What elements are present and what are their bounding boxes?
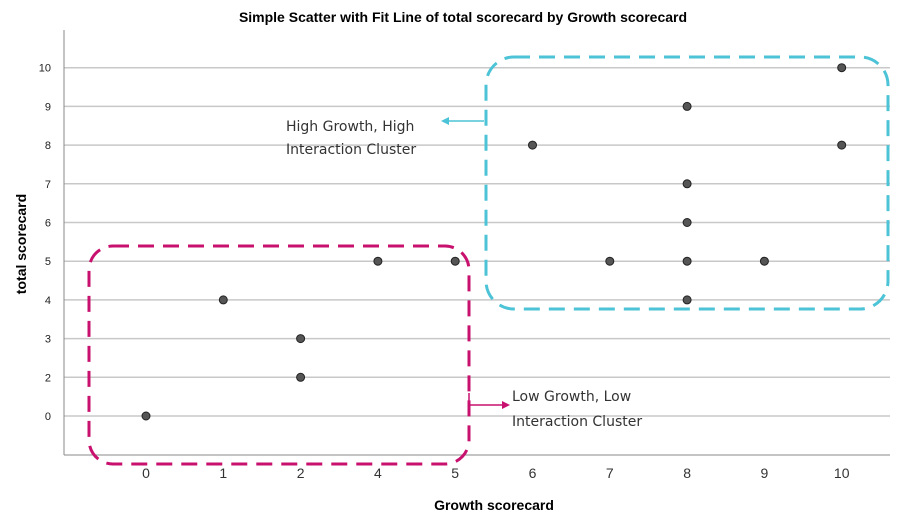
grid-lines	[64, 66, 890, 417]
high-cluster-label-line2: Interaction Cluster	[286, 142, 416, 158]
x-tick-label: 9	[761, 465, 769, 481]
data-point	[682, 256, 692, 266]
data-point	[759, 256, 769, 266]
y-tick-label: 6	[45, 218, 51, 230]
data-point	[141, 411, 151, 421]
high-cluster-box	[484, 55, 890, 311]
data-point	[296, 334, 306, 344]
y-tick-label: 2	[45, 372, 51, 384]
data-point	[682, 218, 692, 227]
x-tick-label: 10	[834, 465, 850, 481]
high-cluster-label-line1: High Growth, High	[286, 119, 414, 135]
data-point	[605, 256, 615, 266]
x-tick-label: 6	[529, 465, 537, 481]
low-cluster-arrow-head	[502, 401, 510, 409]
data-point	[682, 295, 692, 305]
x-tick-labels: 0 1 2 4 5 6 7 8 9 10	[142, 465, 850, 481]
data-point	[837, 63, 847, 73]
y-tick-label: 10	[39, 63, 51, 75]
data-point	[682, 101, 692, 111]
y-tick-label: 9	[45, 101, 51, 113]
data-point	[682, 179, 692, 189]
y-tick-label: 4	[45, 295, 51, 307]
x-tick-label: 4	[374, 465, 382, 481]
data-point	[528, 140, 537, 150]
x-tick-label: 8	[683, 465, 691, 481]
low-cluster-label-line2: Interaction Cluster	[512, 414, 642, 430]
data-points	[141, 63, 847, 421]
data-point	[296, 372, 306, 382]
x-tick-label: 0	[142, 465, 150, 481]
low-cluster-box	[87, 244, 471, 466]
x-tick-label: 2	[297, 465, 305, 481]
y-tick-label: 7	[45, 179, 51, 191]
x-axis-title: Growth scorecard	[434, 497, 554, 513]
y-tick-labels: 0 2 3 4 5 6 7 8 9 10	[39, 63, 51, 423]
data-point	[373, 256, 383, 266]
high-cluster-arrow-head	[441, 117, 449, 125]
y-axis-title: total scorecard	[13, 194, 29, 294]
chart-title: Simple Scatter with Fit Line of total sc…	[239, 9, 687, 25]
data-point	[218, 295, 228, 305]
x-tick-label: 5	[451, 465, 459, 481]
data-point	[450, 256, 460, 266]
x-tick-label: 7	[606, 465, 614, 481]
y-tick-label: 5	[45, 256, 51, 268]
y-tick-label: 0	[45, 411, 51, 423]
low-cluster-label-line1: Low Growth, Low	[512, 389, 631, 405]
y-tick-label: 3	[45, 334, 51, 346]
x-tick-label: 1	[219, 465, 227, 481]
y-tick-label: 8	[45, 140, 51, 152]
data-point	[837, 140, 847, 150]
